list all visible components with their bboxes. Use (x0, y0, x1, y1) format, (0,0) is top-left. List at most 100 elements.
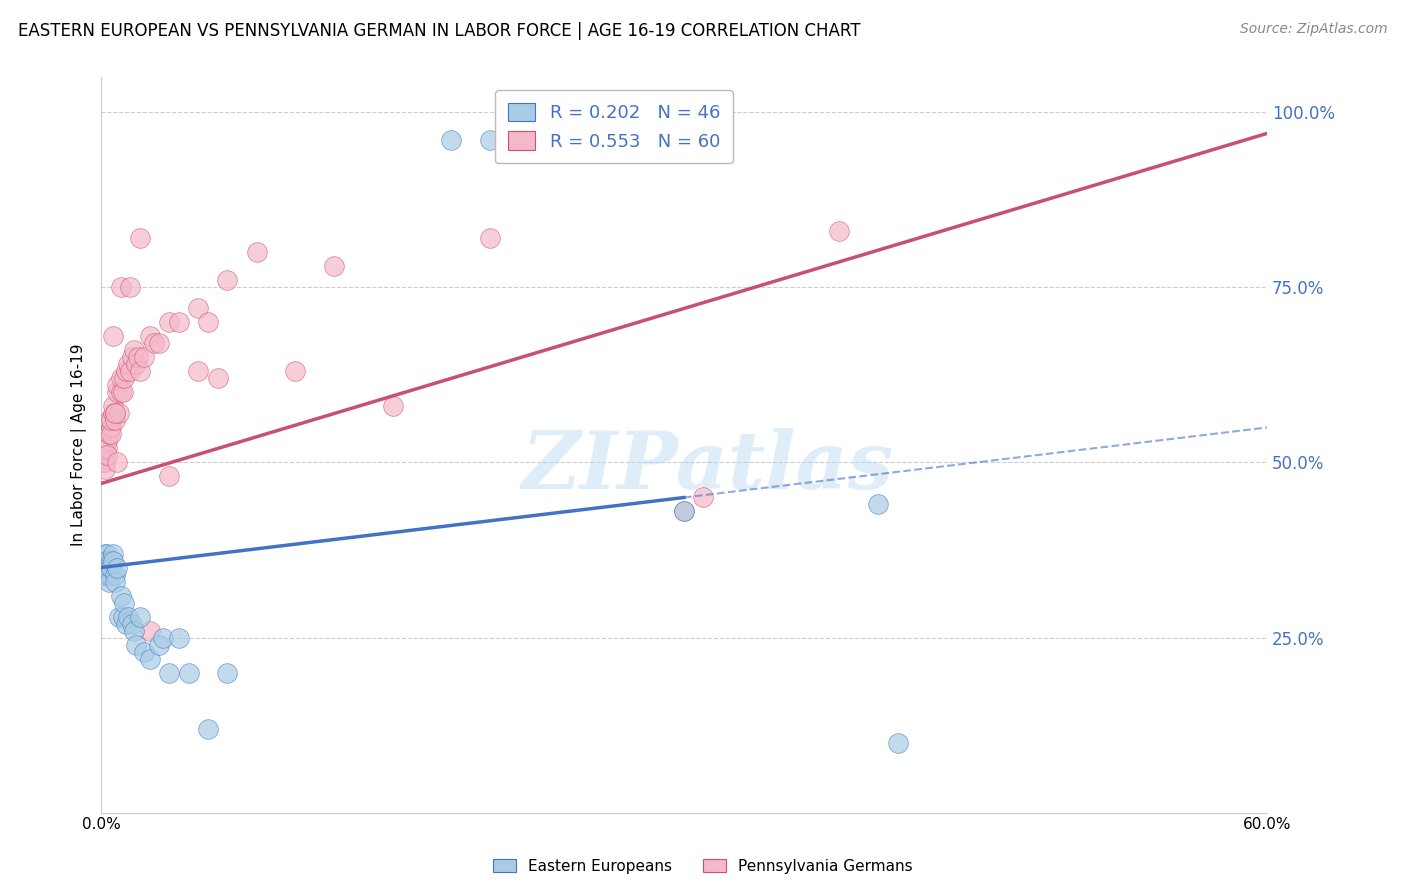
Point (107, 609, 129, 624)
Point (115, 616, 138, 631)
Point (97, 560, 120, 574)
Point (110, 280, 132, 294)
Text: ZIPatlas: ZIPatlas (522, 428, 893, 506)
Point (91, 553, 114, 567)
Point (152, 631, 174, 645)
Point (381, 400, 404, 414)
Point (97, 567, 120, 582)
Point (104, 407, 127, 421)
Point (207, 371, 229, 385)
Point (672, 504, 695, 518)
Point (104, 567, 127, 582)
Point (121, 616, 143, 631)
Point (100, 560, 122, 574)
Text: Source: ZipAtlas.com: Source: ZipAtlas.com (1240, 22, 1388, 37)
Point (101, 400, 124, 414)
Point (117, 358, 139, 372)
Point (110, 371, 132, 385)
Point (104, 407, 127, 421)
Point (96, 560, 118, 574)
Point (157, 665, 180, 680)
Point (125, 358, 148, 372)
Point (217, 273, 239, 287)
Point (129, 231, 152, 245)
Point (101, 329, 124, 343)
Point (138, 651, 160, 665)
Point (887, 735, 910, 749)
Point (105, 385, 128, 400)
Point (104, 574, 127, 589)
Point (96, 449, 118, 463)
Point (148, 336, 170, 351)
Point (105, 455, 128, 469)
Point (94, 560, 117, 574)
Point (96, 434, 118, 449)
Point (167, 631, 190, 645)
Point (187, 301, 209, 316)
Point (121, 351, 143, 365)
Point (110, 589, 132, 603)
Point (478, 231, 501, 245)
Point (94, 547, 117, 561)
Point (94, 567, 117, 582)
Point (97, 427, 120, 442)
Point (187, 364, 209, 378)
Point (478, 133, 501, 147)
Point (129, 609, 152, 624)
Point (111, 385, 134, 400)
Point (101, 547, 124, 561)
Point (105, 378, 128, 392)
Point (284, 364, 307, 378)
Point (91, 567, 114, 582)
Point (127, 351, 149, 365)
Point (100, 553, 122, 567)
Point (828, 224, 851, 238)
Point (132, 644, 155, 658)
Point (120, 280, 142, 294)
Point (692, 491, 714, 505)
Point (125, 638, 148, 652)
Point (96, 553, 118, 567)
Point (114, 371, 136, 385)
Point (96, 547, 118, 561)
Point (148, 638, 170, 652)
Point (100, 413, 122, 427)
Point (94, 462, 117, 476)
Point (94, 442, 117, 456)
Point (101, 553, 124, 567)
Point (117, 609, 139, 624)
Point (101, 407, 124, 421)
Point (96, 442, 118, 456)
Point (91, 455, 114, 469)
Point (114, 595, 136, 609)
Point (157, 316, 180, 330)
Point (91, 449, 114, 463)
Point (217, 665, 239, 680)
Point (97, 413, 120, 427)
Point (110, 385, 132, 400)
Point (197, 316, 219, 330)
Point (129, 364, 152, 378)
Legend: Eastern Europeans, Pennsylvania Germans: Eastern Europeans, Pennsylvania Germans (486, 853, 920, 880)
Point (94, 553, 117, 567)
Point (177, 665, 200, 680)
Point (115, 364, 138, 378)
Point (111, 609, 134, 624)
Point (868, 498, 890, 512)
Point (107, 407, 129, 421)
Point (498, 133, 520, 147)
Point (122, 624, 145, 638)
Y-axis label: In Labor Force | Age 16-19: In Labor Force | Age 16-19 (72, 343, 87, 546)
Point (197, 722, 219, 736)
Point (245, 245, 267, 260)
Point (94, 455, 117, 469)
Point (91, 560, 114, 574)
Text: EASTERN EUROPEAN VS PENNSYLVANIA GERMAN IN LABOR FORCE | AGE 16-19 CORRELATION C: EASTERN EUROPEAN VS PENNSYLVANIA GERMAN … (18, 22, 860, 40)
Point (157, 469, 180, 483)
Point (142, 336, 165, 351)
Point (122, 343, 145, 358)
Point (96, 567, 118, 582)
Point (120, 364, 142, 378)
Point (91, 442, 114, 456)
Point (100, 427, 122, 442)
